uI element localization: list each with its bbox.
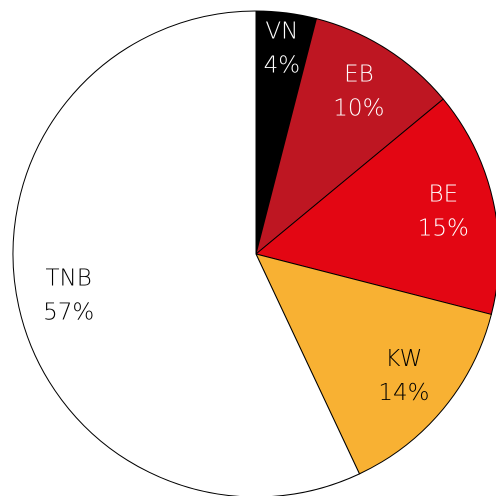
slice-value-label: 14% xyxy=(378,380,429,406)
pie-slice xyxy=(255,253,492,475)
slice-label: EB xyxy=(344,61,374,87)
slice-value-label: 57% xyxy=(43,299,94,325)
slice-label: KW xyxy=(385,346,422,372)
slice-value-label: 4% xyxy=(264,53,301,79)
slice-label: TNB xyxy=(45,265,91,291)
slice-value-label: 15% xyxy=(418,216,469,242)
slice-value-label: 10% xyxy=(333,95,384,121)
slice-label: VN xyxy=(265,19,298,45)
pie-slice xyxy=(12,10,361,496)
pie-slice xyxy=(255,18,444,256)
slice-label: BE xyxy=(429,182,459,208)
